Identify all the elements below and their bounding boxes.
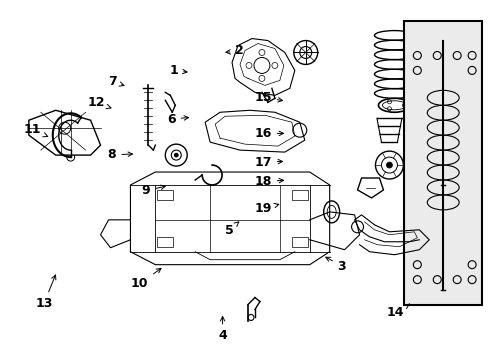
Bar [291,237,307,247]
Bar [157,190,173,200]
Text: 13: 13 [35,275,56,310]
Polygon shape [232,39,294,95]
Text: 2: 2 [225,44,244,57]
Circle shape [386,162,392,168]
Text: 9: 9 [142,184,165,197]
Text: 14: 14 [386,304,409,319]
Text: 7: 7 [107,75,123,88]
Polygon shape [205,110,304,152]
Text: 15: 15 [254,91,282,104]
Polygon shape [29,110,101,155]
Text: 11: 11 [24,123,48,137]
Bar [157,237,173,247]
Text: 1: 1 [169,64,187,77]
Circle shape [174,153,178,157]
Text: 18: 18 [254,175,283,188]
Text: 6: 6 [167,113,188,126]
Text: 17: 17 [254,156,282,168]
Text: 5: 5 [224,222,238,237]
FancyBboxPatch shape [404,21,481,305]
Text: 10: 10 [131,268,161,291]
Text: 8: 8 [107,148,132,161]
Text: 4: 4 [218,316,226,342]
Text: 12: 12 [87,96,111,109]
Text: 16: 16 [254,127,283,140]
Polygon shape [357,178,383,198]
Bar [291,190,307,200]
Text: 3: 3 [325,257,346,273]
Text: 19: 19 [254,202,278,215]
